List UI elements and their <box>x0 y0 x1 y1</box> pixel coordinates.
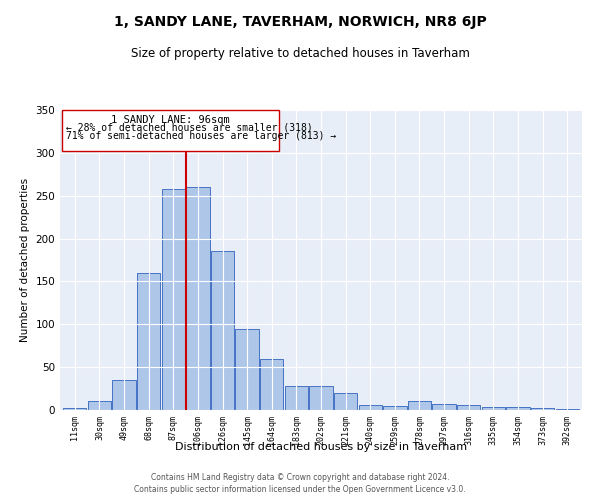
Bar <box>334 393 358 410</box>
Bar <box>137 273 160 410</box>
Bar <box>88 400 111 410</box>
Bar <box>63 408 86 410</box>
Bar <box>235 328 259 410</box>
Text: Size of property relative to detached houses in Taverham: Size of property relative to detached ho… <box>131 48 469 60</box>
Bar <box>310 386 332 410</box>
Bar <box>112 380 136 410</box>
Bar <box>506 408 530 410</box>
Bar <box>457 405 481 410</box>
Bar <box>359 405 382 410</box>
Bar <box>161 189 185 410</box>
Text: Contains HM Land Registry data © Crown copyright and database right 2024.: Contains HM Land Registry data © Crown c… <box>151 472 449 482</box>
Text: 71% of semi-detached houses are larger (813) →: 71% of semi-detached houses are larger (… <box>66 130 337 140</box>
Bar <box>408 402 431 410</box>
Bar <box>383 406 407 410</box>
Bar <box>260 358 283 410</box>
Y-axis label: Number of detached properties: Number of detached properties <box>20 178 30 342</box>
Bar <box>556 409 579 410</box>
Bar <box>211 252 234 410</box>
Text: Distribution of detached houses by size in Taverham: Distribution of detached houses by size … <box>175 442 467 452</box>
FancyBboxPatch shape <box>62 110 279 151</box>
Bar <box>186 187 209 410</box>
Bar <box>284 386 308 410</box>
Text: 1, SANDY LANE, TAVERHAM, NORWICH, NR8 6JP: 1, SANDY LANE, TAVERHAM, NORWICH, NR8 6J… <box>113 15 487 29</box>
Text: ← 28% of detached houses are smaller (318): ← 28% of detached houses are smaller (31… <box>66 122 313 132</box>
Bar <box>482 406 505 410</box>
Bar <box>531 408 554 410</box>
Text: 1 SANDY LANE: 96sqm: 1 SANDY LANE: 96sqm <box>112 115 230 125</box>
Bar <box>433 404 456 410</box>
Text: Contains public sector information licensed under the Open Government Licence v3: Contains public sector information licen… <box>134 485 466 494</box>
